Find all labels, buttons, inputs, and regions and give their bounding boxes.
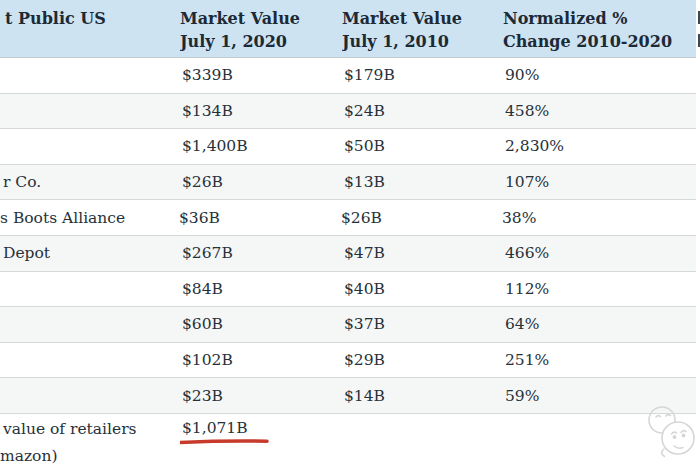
footer-combined-value: $1,071B (182, 419, 248, 437)
cell-market-value-2010: $24B (342, 102, 503, 120)
normalized-change: 2,830% (505, 137, 564, 155)
normalized-change: 107% (505, 173, 549, 191)
red-underline-annotation (180, 438, 269, 446)
normalized-change: 251% (505, 351, 549, 369)
table-row: $339B $179B 90% (0, 58, 696, 94)
market-value-2020: $60B (182, 315, 223, 333)
market-value-2010: $14B (344, 387, 385, 405)
market-value-2010: $47B (344, 244, 385, 262)
column-header-mv2020-line2: July 1, 2020 (180, 30, 342, 53)
normalized-change: 90% (505, 66, 539, 84)
cell-normalized-change: 466% (503, 244, 696, 262)
cell-market-value-2020: $84B (180, 280, 342, 298)
cell-market-value-2010: $40B (342, 280, 503, 298)
market-value-2020: $339B (182, 66, 233, 84)
cell-market-value-2010: $14B (342, 387, 503, 405)
column-header-mv2020-line1: Market Value (180, 7, 342, 30)
footer-label-line2: mazon) (0, 447, 57, 465)
table-header-row: t Public US s Market Value July 1, 2020 … (0, 0, 696, 58)
cell-market-value-2020: $102B (180, 351, 342, 369)
normalized-change: 59% (505, 387, 539, 405)
column-header-mv2010-line1: Market Value (342, 7, 503, 30)
column-header-normalized-change: Normalized % Change 2010-2020 (503, 0, 696, 57)
cell-market-value-2010: $179B (342, 66, 503, 84)
market-value-2010: $50B (344, 137, 385, 155)
column-header-retailer: t Public US s (0, 0, 180, 57)
cell-footer-label: value of retailers mazon) (0, 414, 180, 470)
table-row: $60B $37B 64% (0, 307, 696, 343)
cell-market-value-2010: $47B (342, 244, 503, 262)
cell-market-value-2020: $267B (180, 244, 342, 262)
table-row: $1,400B $50B 2,830% (0, 129, 696, 165)
market-value-2020: $102B (182, 351, 233, 369)
cell-retailer-name: s Boots Alliance (0, 209, 177, 227)
market-value-2020: $23B (182, 387, 223, 405)
cell-market-value-2020: $339B (180, 66, 342, 84)
table-row: Depot $267B $47B 466% (0, 236, 696, 272)
column-header-change-line2: Change 2010-2020 (503, 30, 696, 53)
cell-market-value-2020: $26B (180, 173, 342, 191)
market-value-2020: $1,400B (182, 137, 248, 155)
cell-normalized-change: 107% (503, 173, 696, 191)
market-value-2010: $40B (344, 280, 385, 298)
market-value-2020: $84B (182, 280, 223, 298)
column-header-retailer-line1: t Public US (0, 7, 180, 30)
column-header-market-value-2010: Market Value July 1, 2010 (342, 0, 503, 57)
cell-market-value-2010: $26B (339, 209, 500, 227)
cell-normalized-change: 458% (503, 102, 696, 120)
normalized-change: 64% (505, 315, 539, 333)
cell-market-value-2010: $13B (342, 173, 503, 191)
market-value-2010: $26B (341, 209, 382, 227)
market-value-2010: $37B (344, 315, 385, 333)
cell-market-value-2020: $134B (180, 102, 342, 120)
column-header-mv2010-line2: July 1, 2010 (342, 30, 503, 53)
cell-normalized-change: 64% (503, 315, 696, 333)
table-row: $134B $24B 458% (0, 94, 696, 130)
table-footer-row: value of retailers mazon) $1,071B (0, 414, 696, 470)
cell-retailer-name: r Co. (0, 173, 180, 191)
column-header-market-value-2020: Market Value July 1, 2020 (180, 0, 342, 57)
table-row: $84B $40B 112% (0, 272, 696, 308)
market-value-2010: $13B (344, 173, 385, 191)
column-header-change-line1: Normalized % (503, 7, 696, 30)
cell-normalized-change: 90% (503, 66, 696, 84)
cell-retailer-name: Depot (0, 244, 180, 262)
retailers-market-value-table: t Public US s Market Value July 1, 2020 … (0, 0, 696, 470)
table-row: s Boots Alliance $36B $26B 38% (0, 200, 696, 236)
cell-normalized-change: 38% (500, 209, 693, 227)
cell-footer-empty-2010 (342, 414, 503, 470)
cell-normalized-change: 112% (503, 280, 696, 298)
table-row: $23B $14B 59% (0, 378, 696, 414)
table-body: $339B $179B 90% $134B $24B 458% $1,400B … (0, 58, 696, 414)
cell-market-value-2020: $60B (180, 315, 342, 333)
normalized-change: 38% (502, 209, 536, 227)
cell-market-value-2010: $50B (342, 137, 503, 155)
table-figure-page: t Public US s Market Value July 1, 2020 … (0, 0, 700, 470)
market-value-2010: $179B (344, 66, 395, 84)
cell-market-value-2010: $29B (342, 351, 503, 369)
market-value-2020: $267B (182, 244, 233, 262)
normalized-change: 458% (505, 102, 549, 120)
normalized-change: 466% (505, 244, 549, 262)
market-value-2020: $26B (182, 173, 223, 191)
footer-label-line1: value of retailers (3, 420, 137, 438)
table-row: r Co. $26B $13B 107% (0, 165, 696, 201)
cell-market-value-2010: $37B (342, 315, 503, 333)
market-value-2020: $134B (182, 102, 233, 120)
market-value-2010: $29B (344, 351, 385, 369)
cell-market-value-2020: $1,400B (180, 137, 342, 155)
market-value-2010: $24B (344, 102, 385, 120)
table-row: $102B $29B 251% (0, 343, 696, 379)
cell-market-value-2020: $23B (180, 387, 342, 405)
normalized-change: 112% (505, 280, 549, 298)
market-value-2020: $36B (179, 209, 220, 227)
cell-market-value-2020: $36B (177, 209, 339, 227)
doodle-faces-watermark-icon (641, 401, 700, 469)
cell-normalized-change: 251% (503, 351, 696, 369)
cell-normalized-change: 2,830% (503, 137, 696, 155)
cell-footer-market-value-2020: $1,071B (180, 414, 342, 470)
